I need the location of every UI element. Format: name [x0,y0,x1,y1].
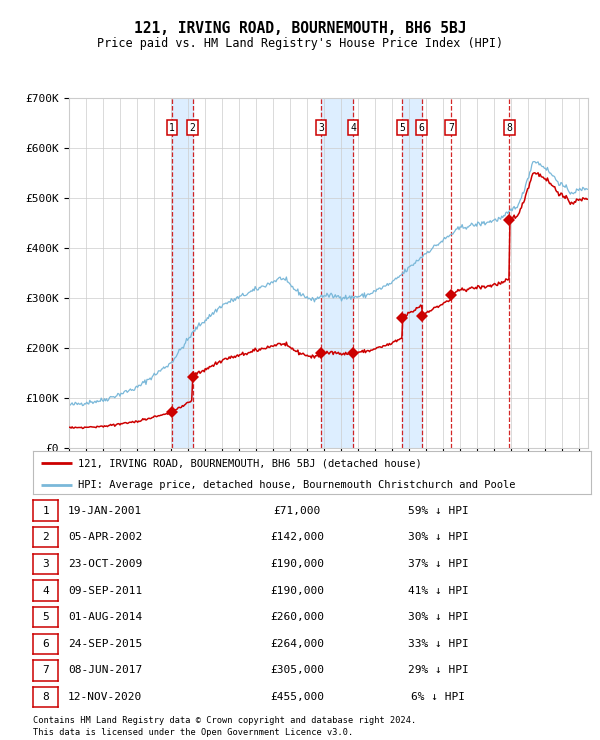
Text: 2: 2 [190,123,196,132]
Text: Price paid vs. HM Land Registry's House Price Index (HPI): Price paid vs. HM Land Registry's House … [97,37,503,50]
Text: 05-APR-2002: 05-APR-2002 [68,532,142,542]
Text: 6: 6 [42,639,49,649]
Text: 1: 1 [42,505,49,516]
Text: £190,000: £190,000 [270,559,324,569]
Text: 23-OCT-2009: 23-OCT-2009 [68,559,142,569]
Text: 4: 4 [42,585,49,596]
Text: £71,000: £71,000 [274,505,320,516]
Text: 09-SEP-2011: 09-SEP-2011 [68,585,142,596]
Text: £455,000: £455,000 [270,692,324,702]
Bar [321,98,353,448]
Text: Contains HM Land Registry data © Crown copyright and database right 2024.: Contains HM Land Registry data © Crown c… [33,716,416,725]
Text: 12-NOV-2020: 12-NOV-2020 [68,692,142,702]
Text: 121, IRVING ROAD, BOURNEMOUTH, BH6 5BJ (detached house): 121, IRVING ROAD, BOURNEMOUTH, BH6 5BJ (… [77,458,421,468]
Text: 41% ↓ HPI: 41% ↓ HPI [407,585,469,596]
Text: 29% ↓ HPI: 29% ↓ HPI [407,665,469,676]
Text: 8: 8 [42,692,49,702]
Text: 121, IRVING ROAD, BOURNEMOUTH, BH6 5BJ: 121, IRVING ROAD, BOURNEMOUTH, BH6 5BJ [134,21,466,36]
Text: 08-JUN-2017: 08-JUN-2017 [68,665,142,676]
Text: 59% ↓ HPI: 59% ↓ HPI [407,505,469,516]
Text: 30% ↓ HPI: 30% ↓ HPI [407,612,469,622]
Text: 4: 4 [350,123,356,132]
Text: 7: 7 [448,123,454,132]
Text: 6% ↓ HPI: 6% ↓ HPI [411,692,465,702]
Text: 3: 3 [318,123,324,132]
Text: 30% ↓ HPI: 30% ↓ HPI [407,532,469,542]
Text: 6: 6 [419,123,425,132]
Text: 01-AUG-2014: 01-AUG-2014 [68,612,142,622]
Text: 37% ↓ HPI: 37% ↓ HPI [407,559,469,569]
Text: £305,000: £305,000 [270,665,324,676]
Text: 3: 3 [42,559,49,569]
Text: This data is licensed under the Open Government Licence v3.0.: This data is licensed under the Open Gov… [33,728,353,737]
Text: HPI: Average price, detached house, Bournemouth Christchurch and Poole: HPI: Average price, detached house, Bour… [77,480,515,490]
Text: £260,000: £260,000 [270,612,324,622]
Text: 7: 7 [42,665,49,676]
Text: 8: 8 [506,123,512,132]
Text: £190,000: £190,000 [270,585,324,596]
Text: 24-SEP-2015: 24-SEP-2015 [68,639,142,649]
Text: £142,000: £142,000 [270,532,324,542]
Bar [172,98,193,448]
Text: 2: 2 [42,532,49,542]
Text: 5: 5 [42,612,49,622]
Text: 19-JAN-2001: 19-JAN-2001 [68,505,142,516]
Text: 33% ↓ HPI: 33% ↓ HPI [407,639,469,649]
Text: 1: 1 [169,123,175,132]
Text: 5: 5 [399,123,405,132]
Bar [402,98,422,448]
Text: £264,000: £264,000 [270,639,324,649]
